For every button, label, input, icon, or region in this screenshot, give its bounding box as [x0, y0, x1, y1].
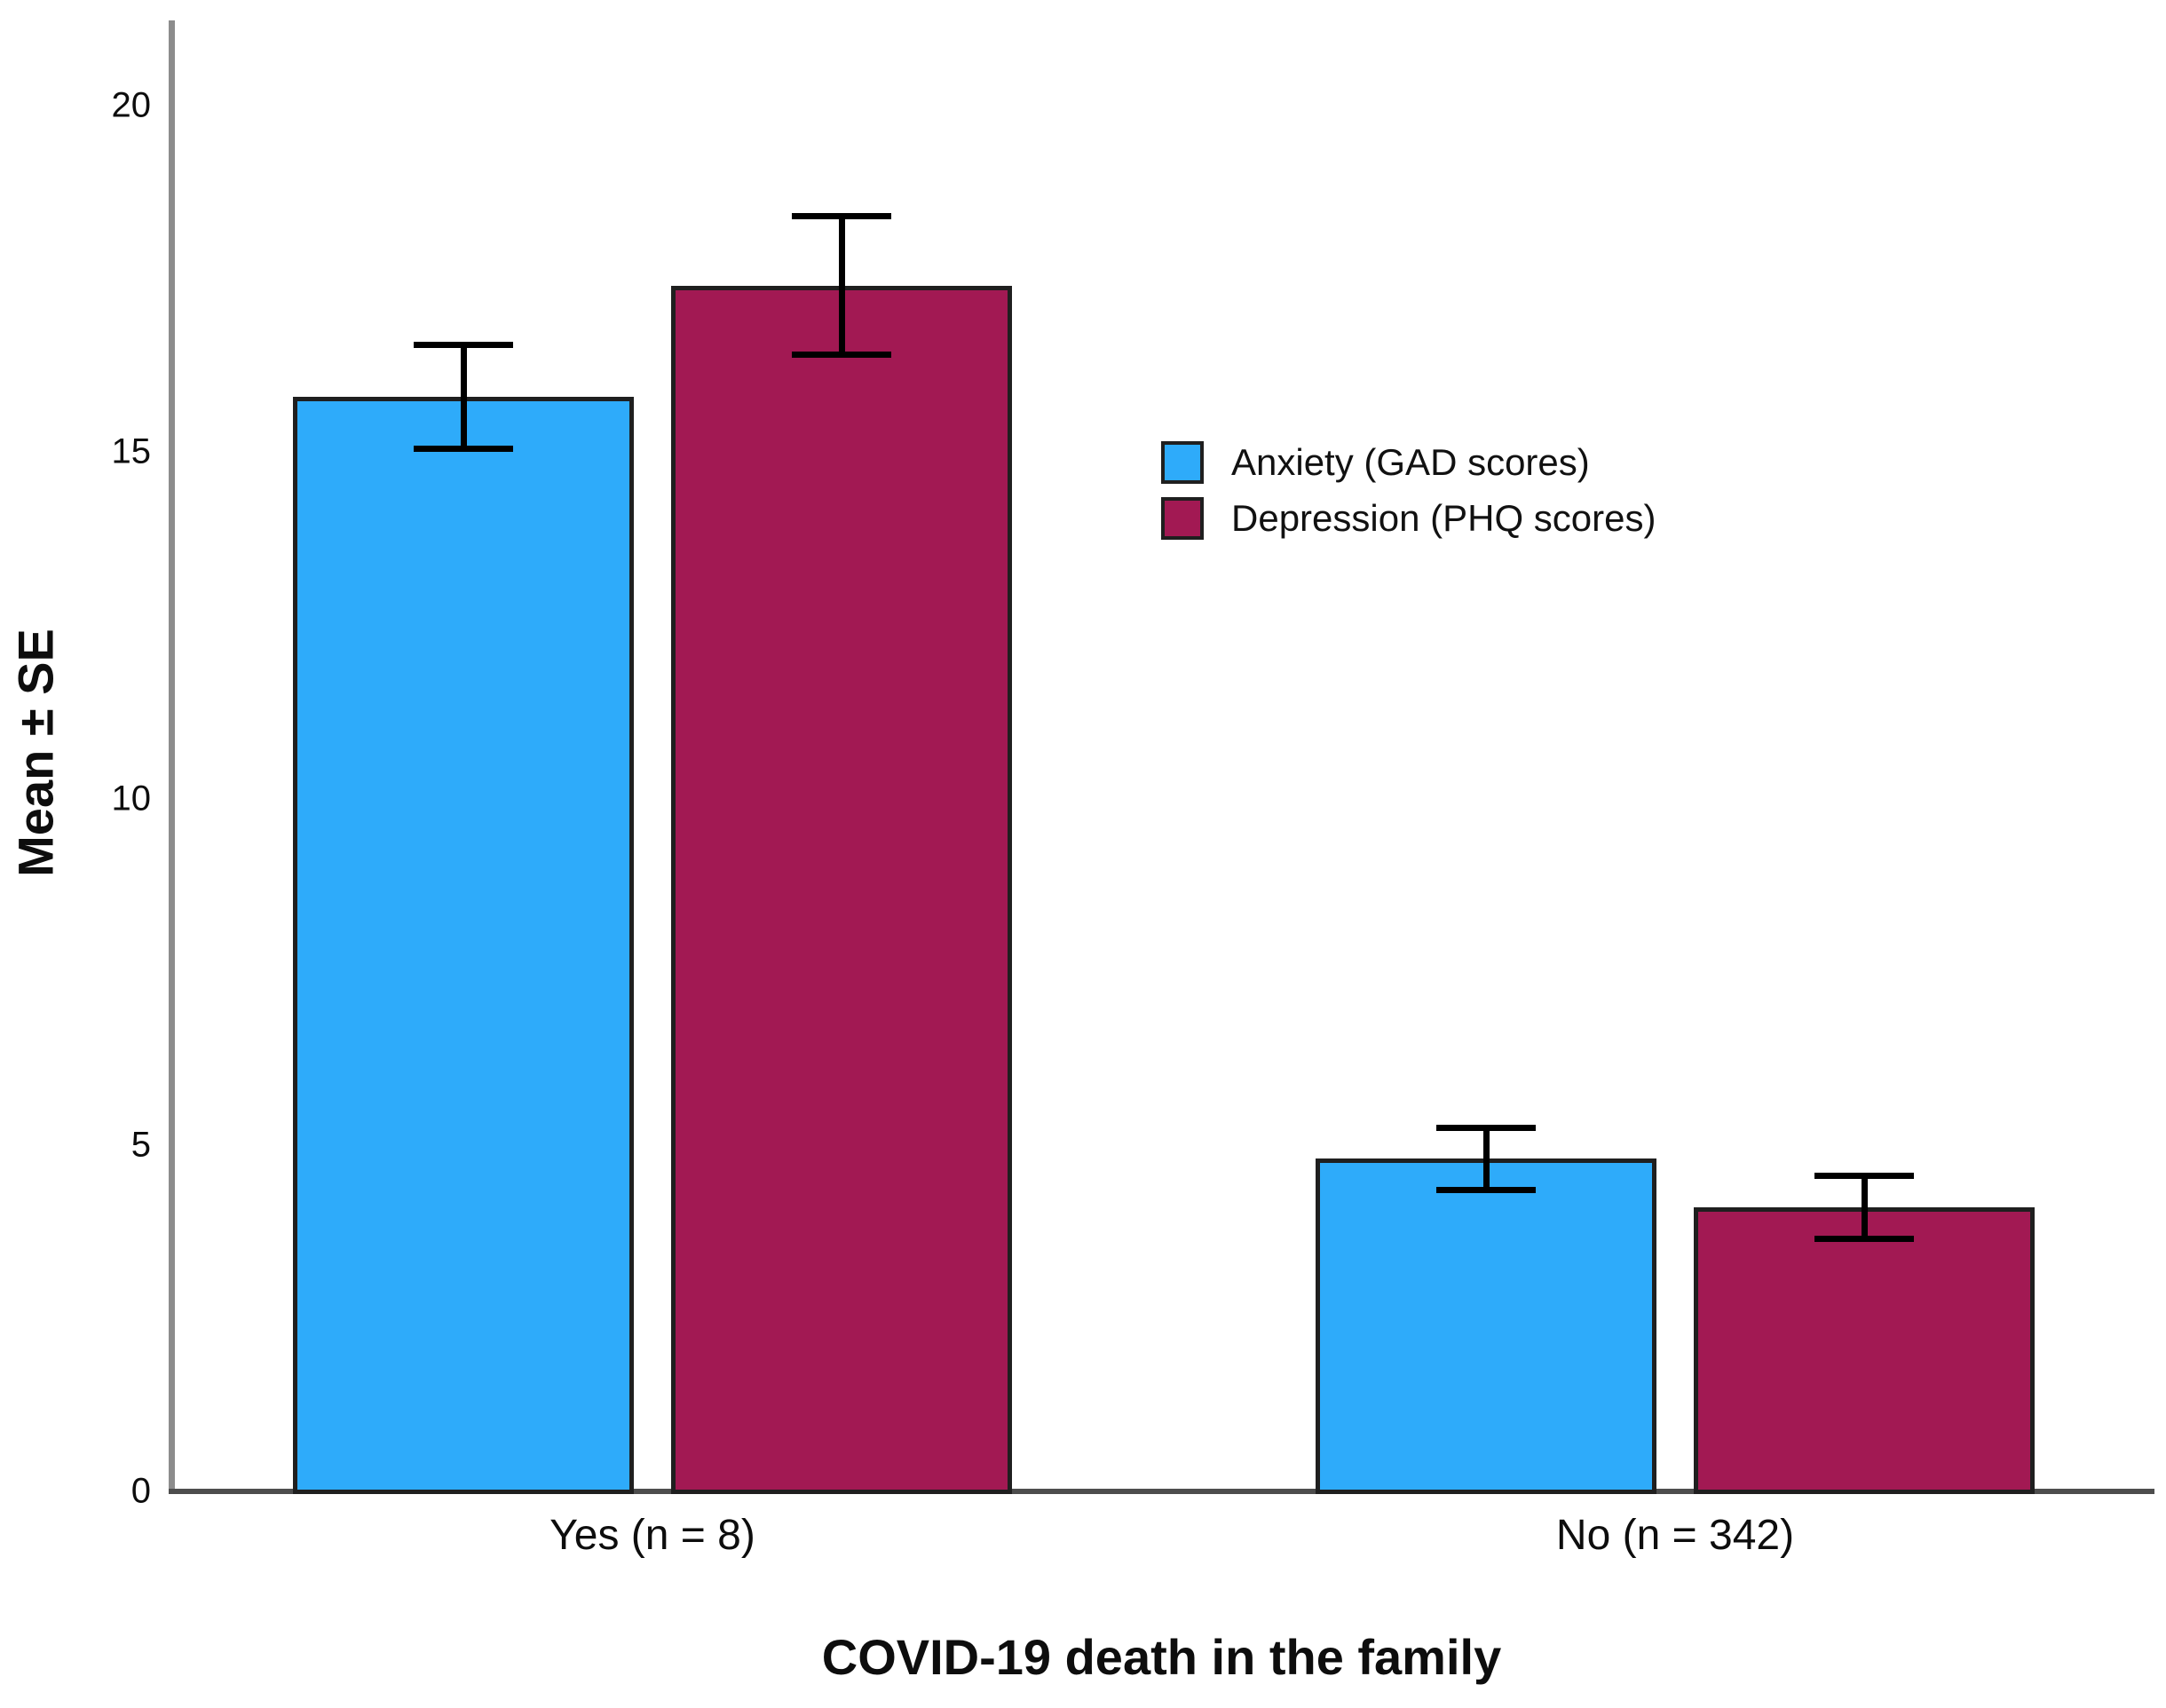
- error-bar: [1861, 1175, 1868, 1239]
- error-bar-cap: [1436, 1186, 1536, 1193]
- legend-item: Anxiety (GAD scores): [1161, 434, 1656, 490]
- error-bar-cap: [414, 445, 513, 452]
- bar: [1316, 1158, 1656, 1494]
- error-bar: [838, 216, 845, 355]
- y-tick-label: 10: [111, 779, 152, 818]
- error-bar-cap: [414, 341, 513, 348]
- y-axis-line: [169, 20, 175, 1494]
- error-bar-cap: [1436, 1124, 1536, 1131]
- category-label: No (n = 342): [1555, 1512, 1795, 1559]
- y-axis-title: Mean ± SE: [7, 629, 64, 877]
- category-label: Yes (n = 8): [549, 1512, 755, 1559]
- legend-swatch: [1161, 496, 1204, 540]
- error-bar-cap: [792, 352, 891, 359]
- y-tick-label: 15: [111, 431, 152, 471]
- error-bar-cap: [1814, 1173, 1914, 1180]
- y-tick-label: 0: [130, 1471, 151, 1511]
- x-axis-title: COVID-19 death in the family: [821, 1629, 1502, 1685]
- legend-label: Anxiety (GAD scores): [1231, 440, 1590, 483]
- error-bar: [1482, 1127, 1490, 1190]
- error-bar-cap: [1814, 1235, 1914, 1242]
- x-axis-line: [169, 1489, 2154, 1494]
- y-tick-label: 5: [130, 1125, 151, 1165]
- bar: [1694, 1206, 2035, 1494]
- legend-swatch: [1161, 440, 1204, 484]
- bar: [293, 396, 634, 1494]
- error-bar-cap: [792, 213, 891, 220]
- legend-label: Depression (PHQ scores): [1231, 496, 1656, 539]
- bar: [671, 285, 1012, 1494]
- y-tick-label: 20: [111, 85, 152, 125]
- legend: Anxiety (GAD scores) Depression (PHQ scor…: [1161, 434, 1656, 546]
- error-bar: [460, 344, 467, 449]
- legend-item: Depression (PHQ scores): [1161, 490, 1656, 546]
